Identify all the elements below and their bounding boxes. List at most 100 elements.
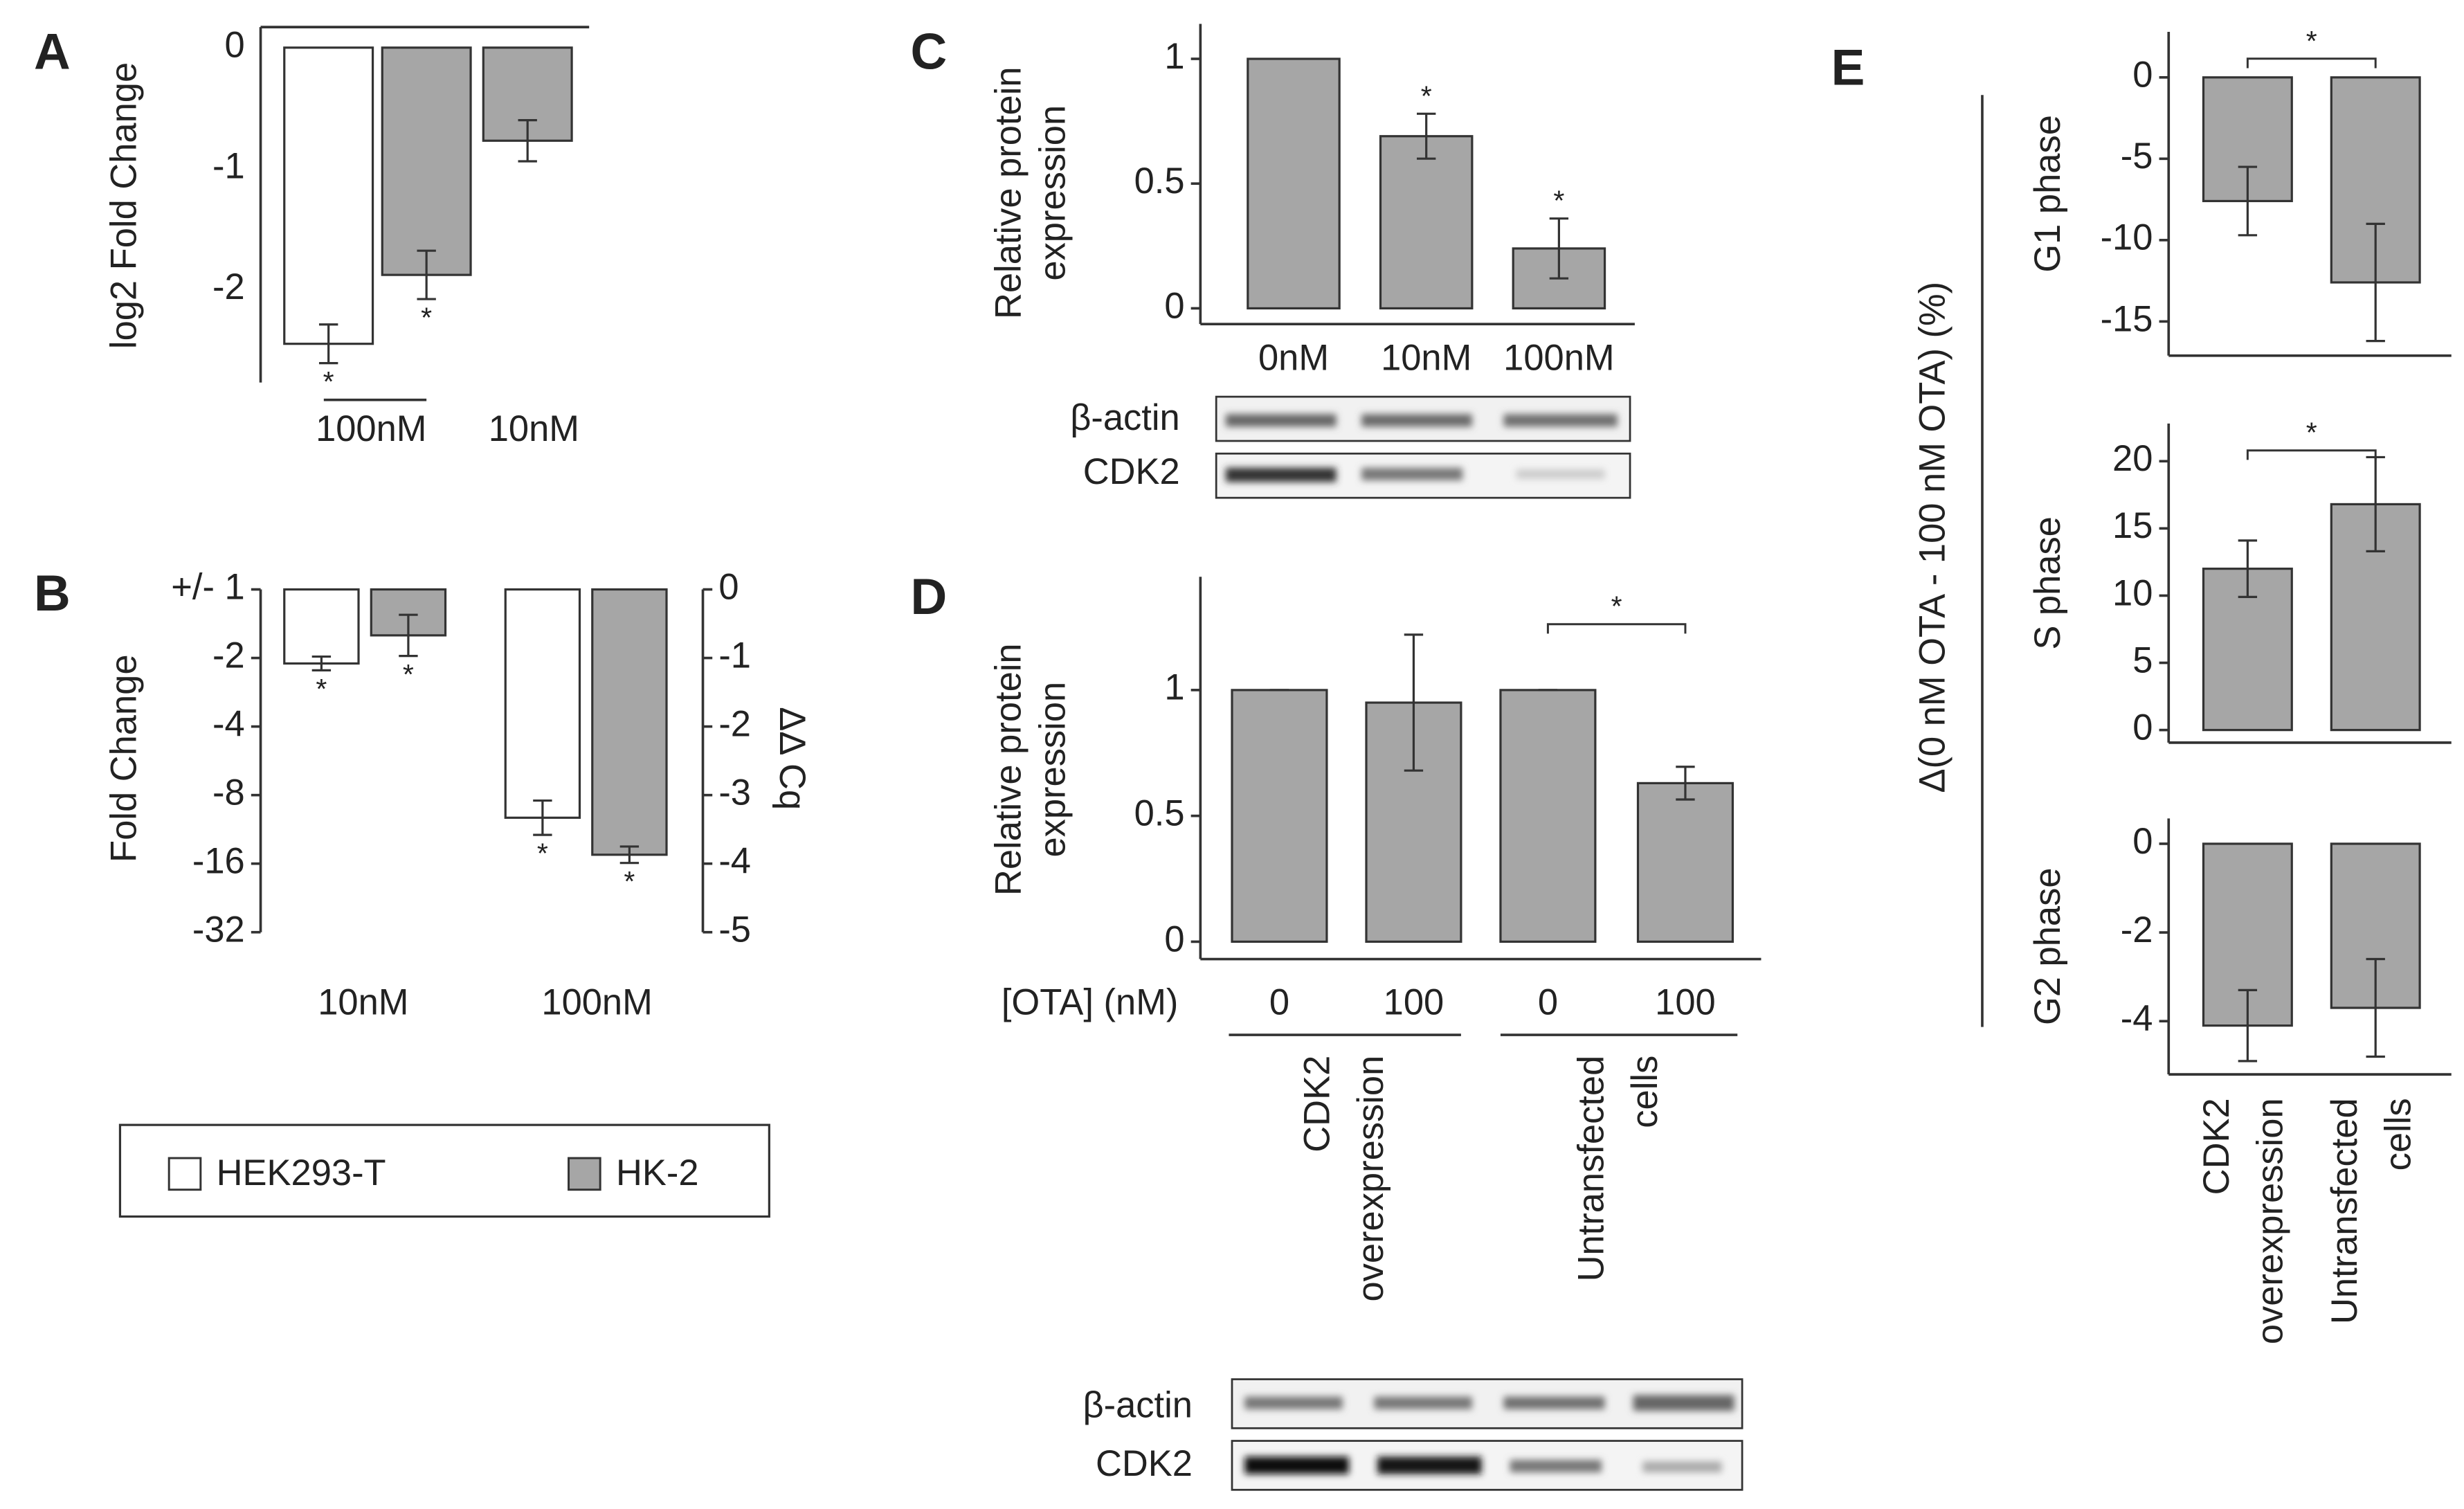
y-axis-label: log2 Fold Change: [103, 62, 144, 349]
x-tick-label: 0nM: [1258, 337, 1329, 378]
y-tick-label: 20: [2112, 438, 2153, 479]
y-axis-label: Fold Change: [103, 654, 144, 862]
panel-letter: B: [34, 566, 71, 622]
significance-star: *: [1553, 185, 1564, 217]
band: [1510, 1459, 1602, 1473]
band: [1642, 1461, 1722, 1473]
x-tick-label: Untransfected: [2324, 1098, 2365, 1324]
bar: [2330, 503, 2421, 732]
error-bar: [1417, 112, 1436, 160]
y-tick-label: -4: [2121, 998, 2153, 1039]
error-bar: [2238, 539, 2258, 598]
bar: [1379, 135, 1474, 310]
comparison-star: *: [2306, 25, 2317, 57]
significance-star: *: [316, 673, 327, 705]
y-tick-label: 0: [1164, 285, 1184, 326]
y-axis-label: Relative protein: [988, 66, 1029, 319]
error-bar: [1549, 217, 1569, 280]
y2-axis-label: ΔΔ Cq: [772, 707, 813, 810]
x-tick-label: 0: [1269, 982, 1289, 1023]
error-bar: [533, 799, 552, 836]
y-axis-label: expression: [1032, 682, 1073, 858]
x-tick-label: 10nM: [318, 982, 408, 1023]
blot-label: CDK2: [1096, 1443, 1193, 1484]
panel-letter: E: [1831, 39, 1865, 96]
legend-label: HK-2: [616, 1153, 699, 1193]
x-tick-label: cells: [2378, 1098, 2419, 1171]
comparison-bracket: [1546, 623, 1687, 634]
facet-label: G1 phase: [2027, 115, 2068, 273]
legend-swatch: [167, 1157, 202, 1191]
significance-star: *: [403, 658, 414, 690]
band: [1503, 414, 1618, 427]
band: [1244, 1456, 1349, 1474]
y2-tick-label: -1: [718, 635, 751, 676]
band: [1374, 1396, 1472, 1409]
x-tick-label: CDK2: [2196, 1098, 2237, 1195]
band: [1503, 1396, 1605, 1409]
band: [1361, 414, 1472, 427]
bar: [591, 588, 668, 856]
y-tick-label: 15: [2112, 505, 2153, 546]
x-tick-label: 100nM: [1503, 337, 1614, 378]
comparison-bracket: [2246, 449, 2377, 460]
bar: [381, 46, 472, 276]
blot-label: β-actin: [1070, 397, 1179, 438]
y-tick-label: +/- 1: [171, 566, 244, 607]
y2-tick-label: -5: [718, 910, 751, 950]
bar: [504, 588, 581, 819]
error-bar: [417, 249, 436, 300]
blot-label: β-actin: [1082, 1384, 1192, 1425]
x-tick-label: 100: [1655, 982, 1716, 1023]
y-tick-label: 0: [1164, 919, 1184, 959]
error-bar: [318, 323, 338, 365]
group-label: cells: [1624, 1056, 1665, 1128]
error-bar: [518, 118, 537, 163]
y-tick-label: -5: [2121, 136, 2153, 177]
x-tick-label: 10nM: [489, 408, 579, 449]
bar: [1231, 689, 1328, 943]
y-tick-label: 10: [2112, 572, 2153, 613]
x-tick-label: 100nM: [316, 408, 426, 449]
y-tick-label: -2: [2121, 910, 2153, 950]
bar: [1247, 57, 1341, 310]
blot-d: [1231, 1378, 1743, 1491]
error-bar: [1404, 633, 1424, 772]
x-tick-label: 100nM: [541, 982, 652, 1023]
error-bar: [311, 655, 332, 671]
band: [1225, 414, 1337, 427]
error-bar: [619, 845, 640, 865]
y2-tick-label: 0: [718, 566, 739, 607]
group-label: overexpression: [1350, 1056, 1391, 1302]
y2-tick-label: -2: [718, 703, 751, 744]
y-tick-label: -10: [2101, 217, 2153, 258]
significance-star: *: [323, 365, 334, 397]
significance-star: *: [624, 865, 635, 897]
error-bar: [2366, 957, 2385, 1058]
error-bar: [2238, 165, 2258, 237]
legend-swatch: [568, 1157, 601, 1191]
x-tick-label: 100: [1384, 982, 1444, 1023]
bar: [283, 588, 360, 665]
y-tick-label: 0: [2132, 707, 2153, 748]
error-bar: [1676, 766, 1695, 801]
error-bar: [399, 613, 418, 658]
legend-label: HEK293-T: [217, 1153, 386, 1193]
blot-c: [1215, 395, 1631, 499]
comparison-star: *: [1611, 590, 1622, 622]
facet-label: G2 phase: [2027, 868, 2068, 1026]
band: [1377, 1456, 1482, 1474]
y-tick-label: 1: [1164, 36, 1184, 77]
significance-star: *: [537, 838, 548, 869]
y2-tick-label: -3: [718, 772, 751, 813]
error-bar: [2366, 222, 2385, 343]
band: [1225, 467, 1337, 482]
group-label: Untransfected: [1570, 1056, 1611, 1282]
y-tick-label: 0: [2132, 55, 2153, 96]
y-tick-label: -16: [192, 841, 245, 882]
y-tick-label: 5: [2132, 640, 2153, 680]
panel-letter: C: [910, 24, 947, 80]
significance-star: *: [421, 302, 432, 334]
y-tick-label: -2: [212, 266, 245, 307]
